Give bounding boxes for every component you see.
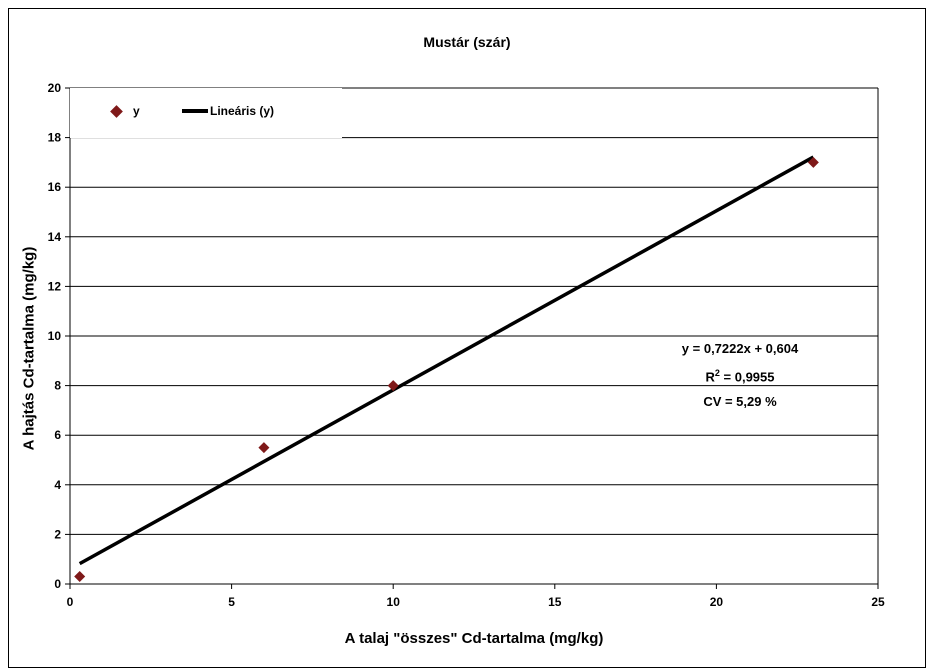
- chart-title: Mustár (szár): [423, 34, 511, 50]
- data-point-3: [807, 156, 819, 168]
- y-tick-label-10: 10: [48, 329, 62, 343]
- y-tick-label-16: 16: [48, 180, 62, 194]
- x-tick-label-25: 25: [871, 595, 885, 609]
- legend-item-y: y: [110, 104, 140, 118]
- y-axis-label: A hajtás Cd-tartalma (mg/kg): [20, 246, 38, 451]
- y-tick-label-14: 14: [48, 230, 62, 244]
- y-tick-label-8: 8: [54, 379, 61, 393]
- diamond-marker-icon: [110, 104, 123, 118]
- x-tick-label-5: 5: [228, 595, 235, 609]
- y-tick-label-0: 0: [54, 577, 61, 591]
- legend-item-linear: Lineáris (y): [182, 104, 274, 118]
- y-tick-label-18: 18: [48, 131, 62, 145]
- data-point-1: [258, 442, 270, 454]
- y-tick-label-20: 20: [48, 81, 62, 95]
- data-point-2: [387, 380, 399, 392]
- r-squared-label: R2 = 0,9955: [705, 368, 775, 385]
- trendline-equation: y = 0,7222x + 0,604: [681, 341, 799, 356]
- legend-label-linear: Lineáris (y): [210, 104, 275, 118]
- line-marker-icon: [182, 109, 208, 113]
- x-tick-label-0: 0: [67, 595, 74, 609]
- x-axis-label: A talaj "összes" Cd-tartalma (mg/kg): [344, 630, 604, 647]
- trendline: [78, 155, 815, 566]
- y-tick-label-2: 2: [54, 527, 61, 541]
- y-tick-label-4: 4: [54, 478, 61, 492]
- cv-label: CV = 5,29 %: [703, 394, 777, 409]
- legend: y Lineáris (y): [70, 88, 342, 138]
- data-point-0: [74, 571, 86, 583]
- x-tick-label-15: 15: [548, 595, 562, 609]
- y-tick-label-6: 6: [54, 428, 61, 442]
- y-tick-label-12: 12: [48, 279, 62, 293]
- x-tick-label-20: 20: [710, 595, 724, 609]
- legend-label-y: y: [133, 104, 140, 118]
- x-tick-label-10: 10: [387, 595, 401, 609]
